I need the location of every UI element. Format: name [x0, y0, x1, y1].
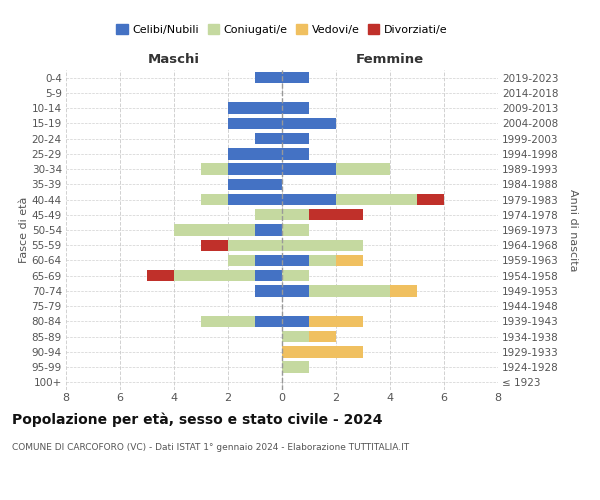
Bar: [255, 133, 282, 144]
Bar: [282, 316, 309, 327]
Bar: [282, 102, 309, 114]
Bar: [228, 194, 282, 205]
Bar: [228, 255, 255, 266]
Bar: [228, 118, 282, 129]
Bar: [228, 240, 282, 251]
Bar: [228, 164, 282, 175]
Bar: [282, 270, 309, 281]
Bar: [255, 224, 282, 235]
Bar: [282, 148, 309, 160]
Bar: [282, 194, 336, 205]
Legend: Celibi/Nubili, Coniugati/e, Vedovi/e, Divorziati/e: Celibi/Nubili, Coniugati/e, Vedovi/e, Di…: [116, 24, 448, 35]
Bar: [201, 240, 228, 251]
Bar: [336, 255, 363, 266]
Bar: [228, 148, 282, 160]
Bar: [309, 209, 363, 220]
Bar: [255, 316, 282, 327]
Bar: [309, 255, 336, 266]
Bar: [282, 255, 309, 266]
Bar: [309, 316, 363, 327]
Bar: [228, 102, 282, 114]
Bar: [282, 133, 309, 144]
Y-axis label: Fasce di età: Fasce di età: [19, 197, 29, 263]
Bar: [282, 209, 309, 220]
Bar: [255, 255, 282, 266]
Bar: [147, 270, 174, 281]
Bar: [282, 285, 309, 296]
Bar: [282, 240, 363, 251]
Bar: [174, 270, 255, 281]
Bar: [255, 285, 282, 296]
Bar: [174, 224, 255, 235]
Bar: [201, 164, 228, 175]
Bar: [390, 285, 417, 296]
Bar: [309, 331, 336, 342]
Bar: [255, 270, 282, 281]
Bar: [282, 362, 309, 373]
Y-axis label: Anni di nascita: Anni di nascita: [568, 188, 578, 271]
Bar: [201, 194, 228, 205]
Bar: [282, 164, 336, 175]
Bar: [201, 316, 255, 327]
Bar: [417, 194, 444, 205]
Bar: [309, 285, 390, 296]
Bar: [282, 224, 309, 235]
Bar: [282, 346, 363, 358]
Bar: [336, 194, 417, 205]
Bar: [255, 209, 282, 220]
Bar: [282, 331, 309, 342]
Text: Popolazione per età, sesso e stato civile - 2024: Popolazione per età, sesso e stato civil…: [12, 412, 383, 427]
Bar: [228, 178, 282, 190]
Bar: [336, 164, 390, 175]
Bar: [282, 72, 309, 84]
Text: COMUNE DI CARCOFORO (VC) - Dati ISTAT 1° gennaio 2024 - Elaborazione TUTTITALIA.: COMUNE DI CARCOFORO (VC) - Dati ISTAT 1°…: [12, 442, 409, 452]
Bar: [255, 72, 282, 84]
Bar: [282, 118, 336, 129]
